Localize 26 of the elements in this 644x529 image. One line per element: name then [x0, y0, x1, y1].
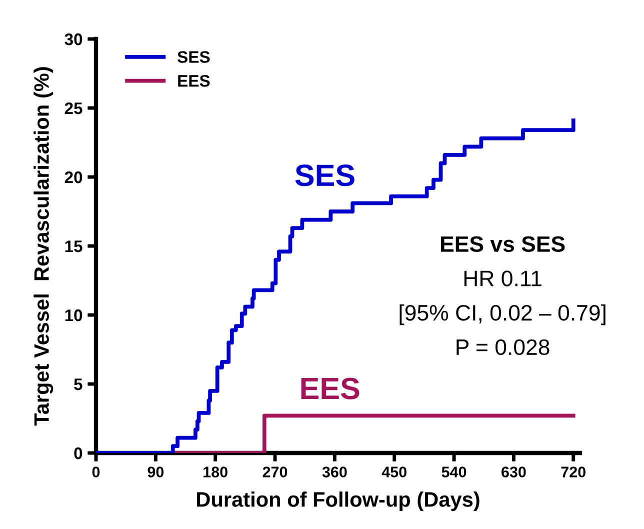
- y-tick-label: 0: [74, 447, 82, 460]
- y-tick-label: 5: [74, 378, 82, 390]
- x-tick-label: 630: [502, 466, 526, 478]
- x-axis-title: Duration of Follow-up (Days): [197, 492, 480, 511]
- y-axis-title: Target Vessel Revascularization (%): [34, 67, 54, 426]
- x-tick-label: 360: [322, 466, 347, 478]
- legend-label: EES: [178, 74, 210, 87]
- y-tick-label: 15: [65, 240, 82, 252]
- annotation: HR 0.11: [464, 270, 542, 286]
- x-tick-label: 540: [442, 466, 466, 478]
- y-tick-label: 20: [64, 171, 82, 184]
- text: EES: [301, 378, 360, 400]
- x-tick-label: 90: [148, 466, 164, 478]
- legend-label: SES: [178, 51, 210, 63]
- text: SES: [295, 164, 354, 186]
- y-tick-label: 25: [64, 102, 82, 114]
- x-tick-label: 450: [382, 466, 406, 478]
- y-tick-label: 30: [64, 33, 82, 46]
- annotation: [95% CI, 0.02 – 0.79]: [400, 304, 606, 326]
- x-tick-label: 0: [92, 466, 100, 478]
- annotation: P = 0.028: [456, 339, 550, 356]
- y-tick-label: 10: [65, 309, 82, 322]
- x-tick-label: 720: [561, 466, 586, 478]
- x-tick-label: 270: [262, 466, 288, 478]
- x-tick-label: 180: [204, 466, 228, 478]
- annotation: EES vs SES: [441, 236, 565, 252]
